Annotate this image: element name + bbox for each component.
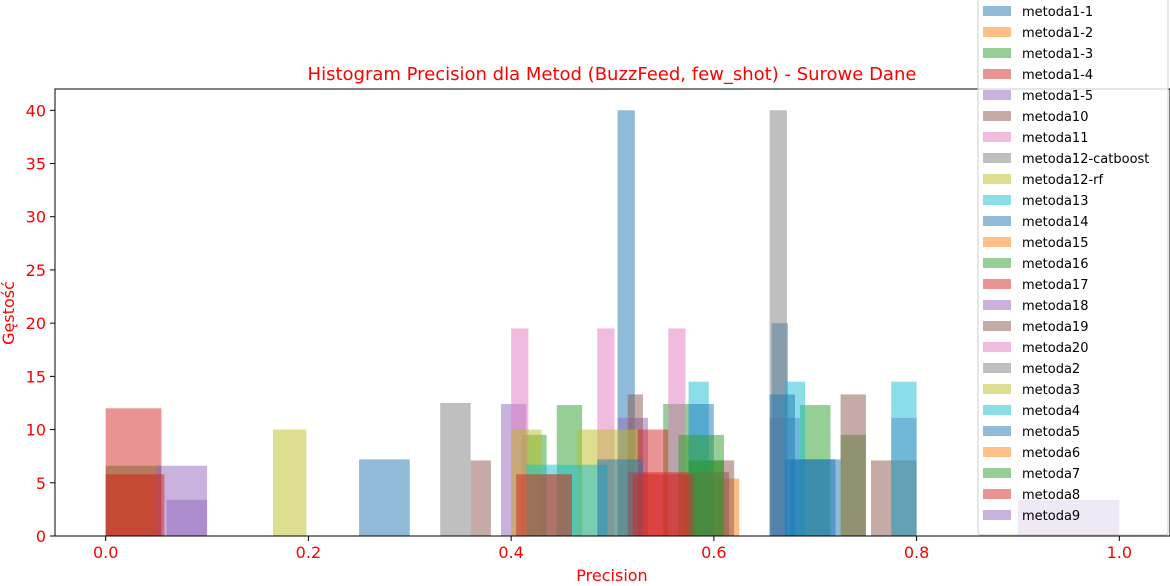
histogram-bar-metoda7-0 — [688, 460, 724, 536]
legend-label-metoda1-3: metoda1-3 — [1022, 47, 1093, 62]
legend-label-metoda3: metoda3 — [1022, 383, 1080, 398]
legend-swatch-metoda2 — [983, 363, 1011, 373]
histogram-bar-metoda12-catboost-0 — [440, 402, 471, 536]
legend-label-metoda14: metoda14 — [1022, 215, 1088, 230]
legend-label-metoda16: metoda16 — [1022, 257, 1088, 272]
x-tick-label: 0.0 — [93, 543, 118, 562]
legend-swatch-metoda16 — [983, 258, 1011, 268]
histogram-bars — [105, 110, 1120, 537]
histogram-bar-metoda10-0 — [470, 460, 491, 536]
legend-swatch-metoda19 — [983, 321, 1011, 331]
chart-title: Histogram Precision dla Metod (BuzzFeed,… — [308, 64, 917, 85]
histogram-bar-metoda12-rf-0 — [272, 429, 307, 536]
legend-swatch-metoda4 — [983, 405, 1011, 415]
legend-swatch-metoda8 — [983, 489, 1011, 499]
histogram-bar-metoda10-3 — [840, 394, 866, 536]
legend-swatch-metoda1-4 — [983, 69, 1011, 79]
legend-swatch-metoda1-1 — [983, 6, 1011, 16]
legend-swatch-metoda17 — [983, 279, 1011, 289]
x-axis-ticks: 0.0 0.2 0.4 0.6 0.8 1.0 — [93, 536, 1132, 562]
histogram-bar-metoda8-0 — [516, 474, 572, 536]
legend-swatch-metoda12-catboost — [983, 153, 1011, 163]
histogram-bar-metoda1-1-0 — [359, 459, 410, 536]
y-tick-label: 40 — [26, 101, 46, 120]
legend-swatch-metoda3 — [983, 384, 1011, 394]
histogram-bar-metoda5-1 — [789, 459, 836, 536]
y-tick-label: 35 — [26, 155, 46, 174]
legend-label-metoda11: metoda11 — [1022, 131, 1088, 146]
legend-swatch-metoda18 — [983, 300, 1011, 310]
legend: metoda1-1 metoda1-2 metoda1-3 metoda1-4 meto… — [977, 0, 1169, 536]
legend-swatch-metoda9 — [983, 510, 1011, 520]
legend-swatch-metoda10 — [983, 111, 1011, 121]
histogram-bar-metoda8-1 — [632, 474, 694, 536]
x-tick-label: 0.6 — [701, 543, 726, 562]
legend-swatch-metoda1-2 — [983, 27, 1011, 37]
legend-label-metoda12-rf: metoda12-rf — [1022, 173, 1104, 188]
y-tick-label: 10 — [26, 421, 46, 440]
legend-swatch-metoda20 — [983, 342, 1011, 352]
y-tick-label: 0 — [36, 527, 46, 546]
x-axis-label: Precision — [576, 566, 647, 585]
y-tick-label: 25 — [26, 261, 46, 280]
plot-frame — [54, 88, 1170, 537]
y-tick-label: 30 — [26, 208, 46, 227]
legend-swatch-metoda12-rf — [983, 174, 1011, 184]
x-tick-label: 1.0 — [1107, 543, 1132, 562]
legend-swatch-metoda11 — [983, 132, 1011, 142]
legend-label-metoda12-catboost: metoda12-catboost — [1022, 152, 1149, 167]
legend-label-metoda7: metoda7 — [1022, 467, 1080, 482]
y-tick-label: 15 — [26, 367, 46, 386]
legend-label-metoda8: metoda8 — [1022, 488, 1080, 503]
histogram-bar-metoda8-2 — [105, 474, 165, 536]
legend-label-metoda13: metoda13 — [1022, 194, 1088, 209]
legend-label-metoda1-5: metoda1-5 — [1022, 89, 1093, 104]
legend-swatch-metoda1-3 — [983, 48, 1011, 58]
legend-label-metoda1-4: metoda1-4 — [1022, 68, 1093, 83]
legend-swatch-metoda6 — [983, 447, 1011, 457]
legend-label-metoda15: metoda15 — [1022, 236, 1088, 251]
y-axis-label: Gęstość — [0, 281, 18, 345]
y-axis-ticks: 0 5 10 15 20 25 30 35 40 — [26, 101, 55, 546]
legend-label-metoda18: metoda18 — [1022, 299, 1088, 314]
legend-label-metoda1-2: metoda1-2 — [1022, 26, 1093, 41]
legend-swatch-metoda15 — [983, 237, 1011, 247]
legend-swatch-metoda13 — [983, 195, 1011, 205]
legend-label-metoda5: metoda5 — [1022, 425, 1080, 440]
histogram-bar-metoda18-0 — [166, 499, 208, 536]
histogram-bar-metoda13-3 — [891, 381, 917, 536]
legend-label-metoda20: metoda20 — [1022, 341, 1088, 356]
legend-label-metoda1-1: metoda1-1 — [1022, 5, 1093, 20]
x-tick-label: 0.8 — [904, 543, 929, 562]
legend-label-metoda17: metoda17 — [1022, 278, 1088, 293]
y-tick-label: 20 — [26, 314, 46, 333]
legend-box — [977, 0, 1169, 536]
legend-swatch-metoda14 — [983, 216, 1011, 226]
legend-label-metoda10: metoda10 — [1022, 110, 1088, 125]
x-tick-label: 0.4 — [498, 543, 523, 562]
legend-label-metoda2: metoda2 — [1022, 362, 1080, 377]
legend-label-metoda9: metoda9 — [1022, 509, 1080, 524]
legend-swatch-metoda7 — [983, 468, 1011, 478]
y-tick-label: 5 — [36, 474, 46, 493]
legend-swatch-metoda1-5 — [983, 90, 1011, 100]
legend-swatch-metoda5 — [983, 426, 1011, 436]
x-tick-label: 0.2 — [296, 543, 321, 562]
legend-label-metoda4: metoda4 — [1022, 404, 1080, 419]
legend-label-metoda6: metoda6 — [1022, 446, 1080, 461]
legend-label-metoda19: metoda19 — [1022, 320, 1088, 335]
